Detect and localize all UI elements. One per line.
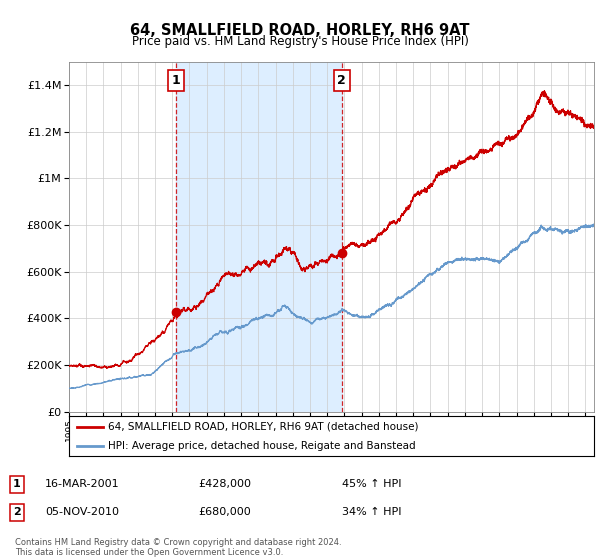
- Text: 1: 1: [172, 74, 180, 87]
- Bar: [176, 62, 342, 412]
- Text: HPI: Average price, detached house, Reigate and Banstead: HPI: Average price, detached house, Reig…: [109, 441, 416, 450]
- Text: 64, SMALLFIELD ROAD, HORLEY, RH6 9AT: 64, SMALLFIELD ROAD, HORLEY, RH6 9AT: [130, 24, 470, 38]
- Text: 2: 2: [337, 74, 346, 87]
- Text: 45% ↑ HPI: 45% ↑ HPI: [342, 479, 401, 489]
- Text: 05-NOV-2010: 05-NOV-2010: [45, 507, 119, 517]
- Text: 34% ↑ HPI: 34% ↑ HPI: [342, 507, 401, 517]
- Text: 16-MAR-2001: 16-MAR-2001: [45, 479, 119, 489]
- Text: 2: 2: [13, 507, 20, 517]
- Text: 1: 1: [13, 479, 20, 489]
- Text: £428,000: £428,000: [198, 479, 251, 489]
- Text: Contains HM Land Registry data © Crown copyright and database right 2024.
This d: Contains HM Land Registry data © Crown c…: [15, 538, 341, 557]
- Text: £680,000: £680,000: [198, 507, 251, 517]
- Text: Price paid vs. HM Land Registry's House Price Index (HPI): Price paid vs. HM Land Registry's House …: [131, 35, 469, 49]
- Text: 64, SMALLFIELD ROAD, HORLEY, RH6 9AT (detached house): 64, SMALLFIELD ROAD, HORLEY, RH6 9AT (de…: [109, 422, 419, 432]
